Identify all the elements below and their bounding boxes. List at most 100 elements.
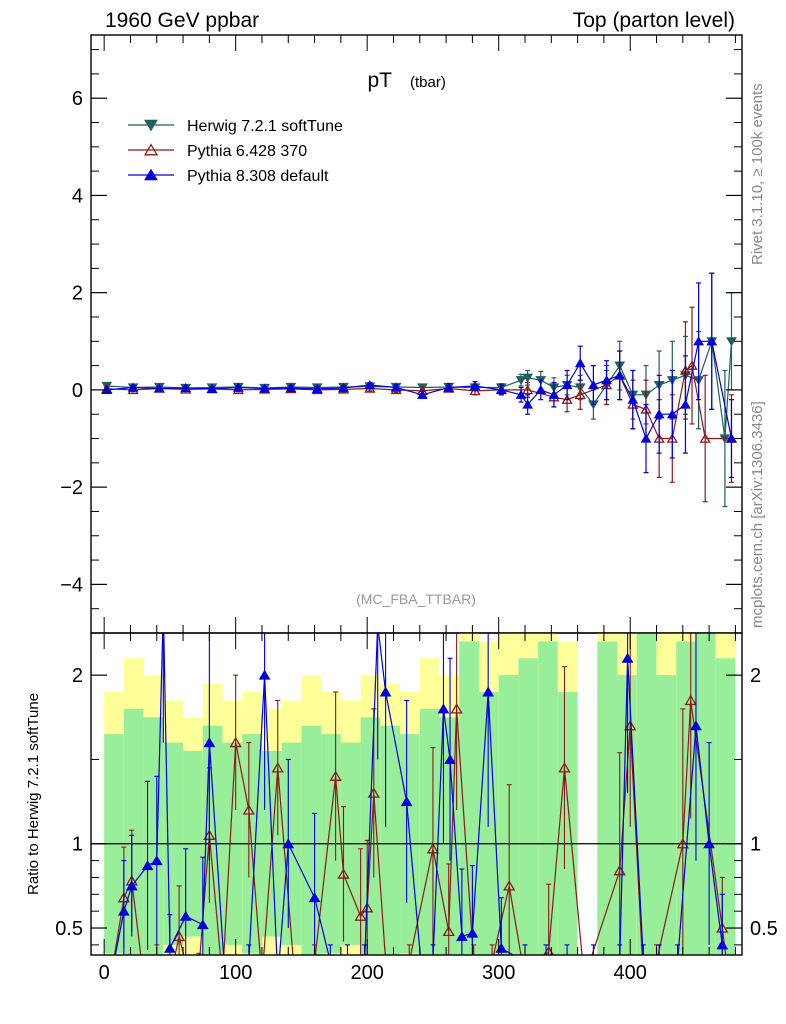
ratio-data-point: [308, 892, 321, 903]
data-point: [686, 360, 698, 370]
data-point: [180, 382, 192, 393]
uncertainty-band-green: [715, 658, 736, 955]
data-point: [614, 370, 626, 380]
data-point: [726, 337, 737, 347]
series-line: [106, 364, 732, 440]
ratio-y-axis-label: Ratio to Herwig 7.2.1 softTune: [25, 693, 42, 895]
data-point: [495, 384, 507, 395]
ratio-y-tick-label: 0.5: [55, 918, 83, 940]
x-tick-label: 200: [350, 962, 383, 984]
series-line: [106, 341, 733, 439]
ratio-data-point: [541, 957, 551, 966]
ratio-data-point: [426, 843, 440, 854]
data-point: [666, 409, 678, 419]
ratio-data-point: [503, 880, 516, 891]
ratio-data-point: [290, 974, 300, 983]
uncertainty-band-green: [459, 641, 479, 955]
chart-title-subscript: (tbar): [410, 74, 446, 91]
data-point: [206, 383, 218, 394]
uncertainty-band-green: [419, 708, 440, 955]
header-right: Top (parton level): [573, 9, 735, 32]
ratio-data-point: [417, 974, 427, 983]
ratio-data-point: [164, 942, 176, 953]
ratio-y-tick-label-right: 0.5: [750, 918, 778, 940]
data-point: [521, 384, 534, 395]
ratio-data-point: [379, 686, 392, 697]
ratio-data-point: [118, 905, 130, 916]
legend-label: Pythia 8.308 default: [187, 168, 329, 185]
ratio-data-point: [466, 927, 479, 938]
ratio-data-point: [229, 736, 242, 748]
data-point: [706, 336, 718, 346]
uncertainty-band-green: [123, 708, 144, 955]
legend-label: Herwig 7.2.1 softTune: [187, 118, 343, 135]
data-point: [726, 433, 737, 443]
uncertainty-band-green: [518, 658, 539, 955]
ratio-data-point: [152, 957, 162, 966]
ratio-data-point: [716, 939, 729, 950]
ratio-data-point: [469, 957, 479, 966]
ratio-y-tick-label-right: 2: [750, 665, 761, 687]
ratio-series-line: [114, 633, 723, 955]
ratio-data-point: [442, 925, 455, 937]
ratio-data-point: [724, 974, 734, 983]
data-point: [469, 380, 481, 391]
ratio-data-point: [450, 703, 463, 714]
x-tick-label: 300: [482, 962, 515, 984]
data-point: [515, 389, 527, 399]
uncertainty-band-green: [676, 641, 696, 955]
uncertainty-band-green: [143, 717, 164, 955]
ratio-data-point: [165, 974, 175, 983]
data-point: [627, 394, 639, 404]
data-point: [680, 399, 691, 409]
ratio-frame: [90, 632, 743, 956]
data-point: [154, 383, 165, 393]
legend-marker-icon: [143, 143, 159, 156]
ratio-data-point: [652, 957, 662, 966]
legend-label: Pythia 6.428 370: [187, 143, 307, 160]
data-point: [693, 336, 704, 346]
y-tick-label: 4: [72, 185, 83, 207]
ratio-data-point: [194, 966, 204, 975]
uncertainty-band-green: [360, 717, 381, 955]
ratio-data-point: [621, 652, 634, 663]
ratio-data-point: [482, 686, 495, 697]
uncertainty-band-green: [478, 692, 499, 955]
data-point: [443, 382, 455, 392]
data-point: [653, 409, 665, 419]
data-point: [699, 433, 711, 443]
ratio-data-point: [361, 902, 374, 913]
ratio-data-point: [139, 974, 149, 983]
ratio-data-point: [400, 796, 413, 807]
ratio-data-point: [150, 855, 163, 866]
data-point: [364, 380, 376, 390]
legend-marker-icon: [144, 119, 158, 132]
main-panel: (MC_FBA_TTBAR) pT (tbar) Herwig 7.2.1 softT…: [60, 34, 743, 634]
data-point: [522, 399, 534, 409]
ratio-data-point: [282, 838, 295, 849]
ratio-data-point: [684, 694, 697, 706]
ratio-data-point: [455, 930, 468, 941]
x-tick-label: 400: [614, 962, 647, 984]
data-point: [574, 358, 586, 368]
data-point: [311, 383, 323, 394]
data-point: [232, 382, 244, 392]
series-line: [106, 340, 733, 440]
x-tick-label: 0: [99, 962, 110, 984]
data-point: [548, 389, 560, 399]
data-point: [390, 382, 402, 392]
ratio-data-point: [690, 720, 702, 731]
data-point: [285, 382, 297, 393]
ratio-series-line: [113, 700, 727, 955]
data-point: [601, 375, 612, 385]
uncertainty-band-green: [695, 633, 716, 955]
y-tick-label: −2: [60, 477, 83, 499]
ratio-data-point: [203, 737, 216, 748]
ratio-data-point: [520, 974, 530, 983]
ratio-data-point: [703, 838, 715, 849]
x-tick-label: 100: [219, 962, 252, 984]
ratio-data-point: [271, 762, 284, 773]
ratio-data-point: [329, 770, 342, 781]
data-point: [338, 382, 349, 393]
